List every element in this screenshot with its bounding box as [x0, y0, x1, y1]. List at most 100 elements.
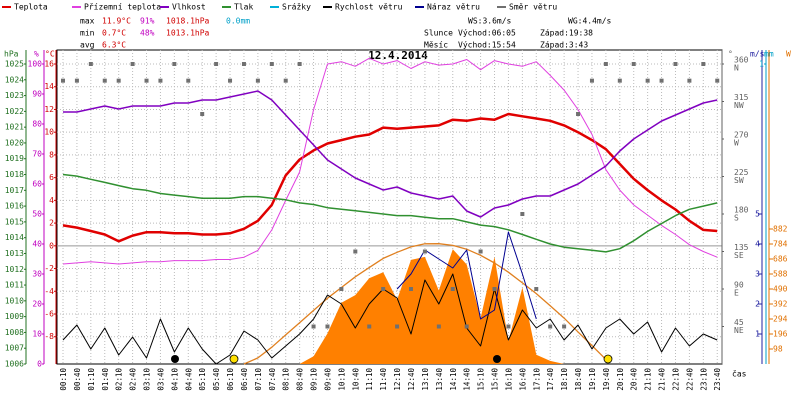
x-tick-label: 13:40: [435, 368, 444, 391]
direction-name: S: [734, 214, 739, 223]
x-tick-label: 04:10: [170, 368, 179, 391]
y-tick-label: 1016: [5, 202, 24, 211]
x-tick-label: 07:10: [254, 368, 263, 391]
x-tick-label: 12:10: [393, 368, 402, 391]
legend-label: Vlhkost: [172, 3, 206, 12]
axis-unit: m/s: [750, 50, 765, 59]
y-tick-label: 6: [49, 173, 54, 182]
y-tick-label: 270: [734, 131, 749, 140]
direction-point: [520, 212, 525, 216]
x-tick-label: 15:40: [491, 368, 500, 391]
x-tick-label: 00:10: [59, 368, 68, 391]
x-tick-label: 19:10: [588, 368, 597, 391]
direction-point: [562, 324, 567, 329]
y-tick-label: 1018: [5, 170, 24, 179]
moon-set-icon: [171, 355, 179, 363]
x-tick-label: 23:10: [699, 368, 708, 391]
stat-temp: 6.3°C: [102, 41, 126, 50]
x-tick-label: 03:10: [143, 368, 152, 391]
direction-point: [436, 324, 441, 329]
y-tick-label: 1013: [5, 249, 24, 258]
y-tick-label: 0: [49, 241, 54, 250]
y-tick-label: 1024: [5, 75, 24, 84]
y-tick-label: 1025: [5, 60, 24, 69]
x-tick-label: 05:40: [212, 368, 221, 391]
y-tick-label: 294: [773, 315, 788, 324]
direction-point: [255, 78, 260, 83]
direction-point: [339, 287, 344, 291]
direction-point: [61, 78, 65, 83]
x-tick-label: 10:40: [351, 368, 360, 391]
wind-stat: WG:4.4m/s: [568, 17, 612, 26]
legend-label: Tlak: [234, 3, 253, 12]
direction-point: [311, 324, 316, 329]
direction-point: [617, 78, 622, 83]
chart-title: 12.4.2014: [368, 49, 428, 62]
y-tick-label: 360: [734, 56, 749, 65]
y-tick-label: 8: [49, 150, 54, 159]
axis-unit: hPa: [4, 50, 19, 59]
legend-label: Přízemní teplota: [84, 3, 161, 12]
series-line: [62, 112, 718, 243]
y-tick-label: 1009: [5, 312, 24, 321]
y-tick-label: 1017: [5, 186, 24, 195]
direction-point: [409, 287, 413, 291]
x-tick-label: 20:10: [616, 368, 625, 391]
y-tick-label: 1020: [5, 138, 24, 147]
y-tick-label: 1015: [5, 217, 24, 226]
y-tick-label: 135: [734, 243, 749, 252]
sunset-icon: [603, 354, 613, 364]
stat-label: max: [80, 17, 95, 26]
sun-set: Západ:19:38: [540, 29, 593, 38]
y-tick-label: 1023: [5, 91, 24, 100]
y-tick-label: 315: [734, 93, 749, 102]
direction-point: [478, 249, 483, 254]
direction-point: [74, 78, 79, 83]
direction-point: [283, 78, 288, 83]
axis-unit: W: [786, 50, 791, 59]
direction-point: [186, 78, 191, 83]
direction-name: NE: [734, 326, 744, 335]
stat-hum: 48%: [140, 29, 155, 38]
direction-point: [269, 62, 274, 66]
x-tick-label: 21:40: [658, 368, 667, 391]
y-tick-label: 1007: [5, 344, 24, 353]
sun-label: Slunce: [424, 29, 453, 38]
x-tick-label: 10:10: [337, 368, 346, 391]
y-tick-label: 10: [44, 128, 54, 137]
stat-press: 1018.1hPa: [166, 17, 210, 26]
radiation-area: [63, 249, 718, 364]
y-tick-label: 100: [28, 60, 43, 69]
direction-point: [576, 112, 581, 116]
y-tick-label: 180: [734, 206, 749, 215]
direction-point: [450, 287, 455, 291]
legend-label: Rychlost větru: [335, 3, 403, 12]
direction-name: W: [734, 139, 739, 148]
y-tick-label: 2: [49, 219, 54, 228]
direction-point: [102, 78, 107, 83]
series-line: [62, 273, 718, 365]
axis-unit: %: [34, 50, 39, 59]
direction-point: [659, 78, 664, 83]
y-tick-label: 98: [773, 345, 783, 354]
y-tick-label: 70: [32, 150, 42, 159]
direction-point: [422, 249, 427, 254]
direction-point: [116, 78, 121, 83]
y-tick-label: 5: [755, 210, 760, 219]
wind-stat: WS:3.6m/s: [468, 17, 512, 26]
x-tick-label: 11:40: [379, 368, 388, 391]
x-tick-label: 17:10: [532, 368, 541, 391]
y-tick-label: 12: [44, 105, 54, 114]
direction-point: [228, 78, 233, 83]
x-tick-label: 06:10: [226, 368, 235, 391]
y-tick-label: 882: [773, 225, 788, 234]
x-tick-label: 02:10: [115, 368, 124, 391]
direction-name: N: [734, 64, 739, 73]
direction-point: [144, 78, 149, 83]
x-tick-label: 04:40: [184, 368, 193, 391]
direction-point: [88, 62, 93, 66]
x-tick-label: 14:10: [449, 368, 458, 391]
direction-point: [158, 78, 163, 83]
y-tick-label: 196: [773, 330, 788, 339]
